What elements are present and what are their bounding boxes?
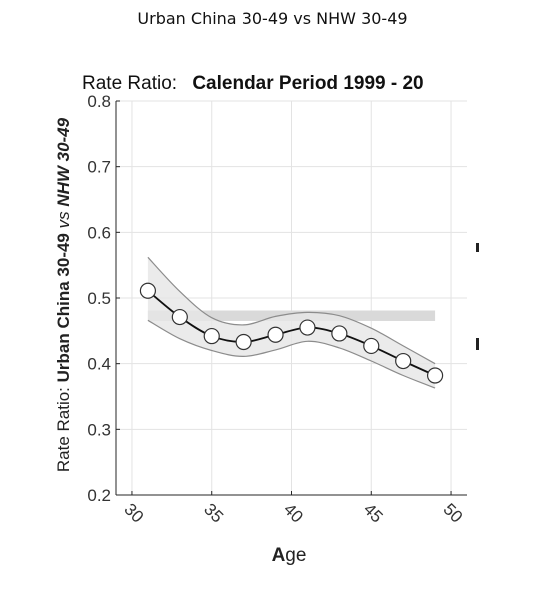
x-tick-label-40: 40: [280, 500, 307, 527]
data-point-age-35: [203, 327, 220, 345]
y-axis-label-prefix: Rate Ratio:: [54, 382, 73, 472]
y-tick-label-0.6: 0.6: [87, 223, 111, 242]
x-tick-label-35: 35: [200, 500, 227, 527]
x-tick-label-30: 30: [120, 500, 147, 527]
tick-labels: 0.2 0.3 0.4 0.5 0.6 0.7 0.8 30 35 40 45 50: [87, 92, 466, 527]
confidence-band-upper-edge: [147, 256, 436, 365]
data-point-age-43: [331, 325, 348, 342]
data-point-age-47: [395, 352, 412, 370]
y-axis-label-vs: vs: [54, 207, 73, 233]
y-tick-label-0.8: 0.8: [87, 92, 111, 111]
data-point-age-49: [426, 367, 444, 384]
x-axis-label-rest: ge: [285, 545, 306, 566]
clipped-mark-1: [476, 243, 479, 252]
chart-title-main: Calendar Period 1999 - 20: [192, 73, 423, 94]
y-axis-label-group1: Urban China 30-49: [54, 233, 73, 382]
svg-text:Rate Ratio: Calendar Perio: Rate Ratio: Calendar Period 1999 - 20: [82, 73, 424, 94]
page-title: Urban China 30-49 vs NHW 30-49: [137, 9, 408, 28]
data-point-age-41: [299, 319, 316, 336]
clipped-mark-2: [476, 338, 479, 350]
series-line-layer: [147, 290, 436, 377]
y-tick-label-0.3: 0.3: [87, 420, 111, 439]
chart-title-prefix: Rate Ratio:: [82, 73, 177, 94]
y-tick-label-0.2: 0.2: [87, 486, 111, 505]
y-tick-label-0.7: 0.7: [87, 158, 111, 177]
x-tick-label-50: 50: [440, 500, 467, 527]
y-axis-label-group2: NHW 30-49: [54, 117, 73, 206]
data-point-age-37: [235, 333, 252, 351]
data-point-age-33: [171, 308, 188, 326]
y-tick-label-0.4: 0.4: [87, 355, 111, 374]
y-axis-label: Rate Ratio: Urban China 30-49 vs NHW 30-…: [54, 117, 73, 472]
x-axis-label: Age: [272, 545, 307, 566]
x-axis-label-initial: A: [272, 545, 286, 566]
data-point-age-31: [139, 282, 157, 299]
rate-ratio-line: [147, 290, 436, 377]
confidence-band: [147, 257, 436, 388]
confidence-band-lower-edge: [147, 319, 436, 389]
clipped-panel-edge: [478, 60, 545, 540]
data-point-age-39: [267, 326, 284, 343]
marker-layer: [139, 282, 444, 384]
axes: [115, 100, 467, 496]
data-point-age-45: [363, 337, 380, 355]
y-tick-label-0.5: 0.5: [87, 289, 111, 308]
grid-lines: [116, 100, 467, 496]
x-tick-label-45: 45: [360, 500, 387, 527]
ci-band-layer: [147, 256, 436, 389]
